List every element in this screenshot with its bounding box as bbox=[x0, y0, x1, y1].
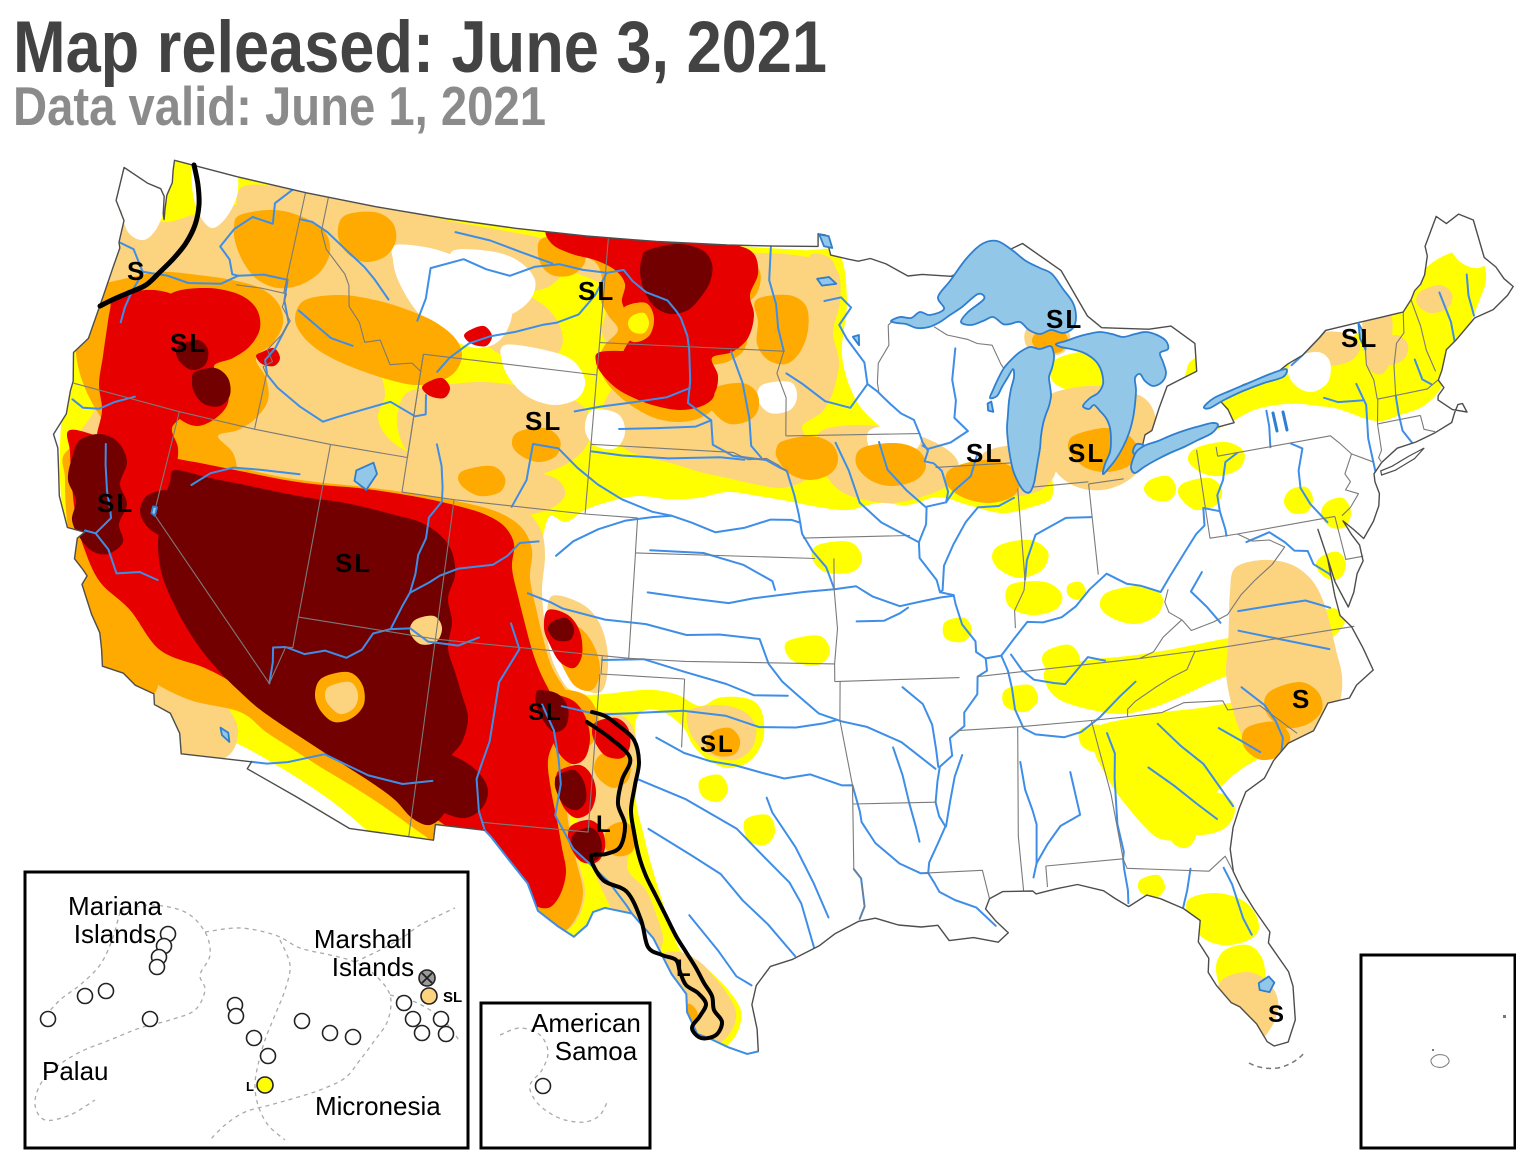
svg-text:Data valid: June 1, 2021: Data valid: June 1, 2021 bbox=[13, 75, 546, 137]
svg-text:SL: SL bbox=[700, 731, 735, 758]
svg-text:S: S bbox=[127, 256, 146, 286]
svg-text:SL: SL bbox=[578, 276, 615, 306]
svg-text:SL: SL bbox=[170, 328, 207, 358]
svg-text:SL: SL bbox=[335, 548, 372, 578]
svg-text:S: S bbox=[1268, 1001, 1286, 1028]
svg-text:Mariana: Mariana bbox=[68, 891, 162, 921]
svg-text:Samoa: Samoa bbox=[555, 1036, 638, 1066]
svg-text:S: S bbox=[1292, 684, 1311, 714]
svg-text:Micronesia: Micronesia bbox=[315, 1091, 441, 1121]
svg-text:Marshall: Marshall bbox=[314, 924, 412, 954]
svg-text:L: L bbox=[596, 811, 613, 838]
svg-text:Islands: Islands bbox=[74, 919, 156, 949]
svg-text:SL: SL bbox=[528, 699, 563, 726]
svg-text:L: L bbox=[676, 955, 693, 982]
svg-text:Map released: June 3, 2021: Map released: June 3, 2021 bbox=[13, 7, 827, 88]
svg-text:L: L bbox=[246, 1079, 254, 1094]
svg-text:American: American bbox=[531, 1008, 641, 1038]
svg-text:Islands: Islands bbox=[332, 952, 414, 982]
svg-text:SL: SL bbox=[1341, 323, 1378, 353]
svg-text:Palau: Palau bbox=[42, 1056, 109, 1086]
svg-text:SL: SL bbox=[966, 438, 1003, 468]
svg-text:SL: SL bbox=[525, 406, 562, 436]
svg-text:SL: SL bbox=[1046, 304, 1083, 334]
svg-text:SL: SL bbox=[1068, 438, 1105, 468]
svg-text:SL: SL bbox=[443, 989, 462, 1006]
svg-text:SL: SL bbox=[97, 488, 134, 518]
